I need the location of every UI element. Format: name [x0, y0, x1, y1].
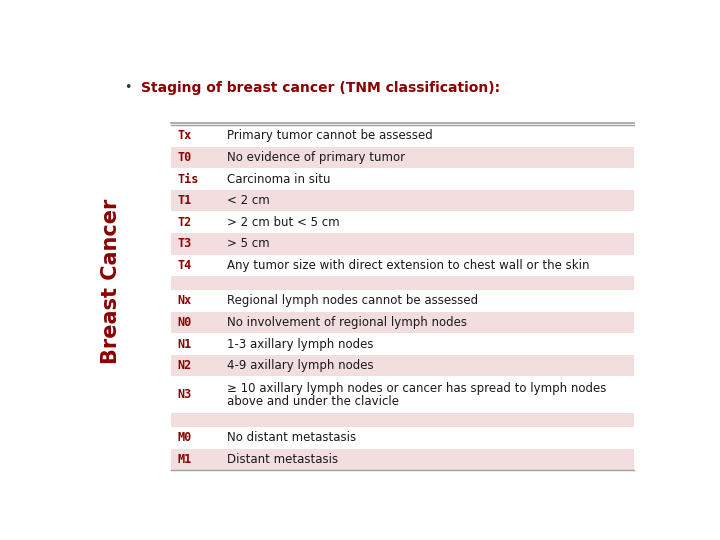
- Bar: [171, 125, 634, 147]
- Text: Regional lymph nodes cannot be assessed: Regional lymph nodes cannot be assessed: [227, 294, 478, 307]
- Bar: [171, 168, 634, 190]
- Text: Staging of breast cancer (TNM classification):: Staging of breast cancer (TNM classifica…: [141, 80, 500, 94]
- Text: > 5 cm: > 5 cm: [227, 237, 269, 250]
- Bar: [171, 449, 634, 470]
- Text: Nx: Nx: [178, 294, 192, 307]
- Text: N3: N3: [178, 388, 192, 401]
- Bar: [171, 312, 634, 333]
- Text: 1-3 axillary lymph nodes: 1-3 axillary lymph nodes: [227, 338, 373, 350]
- Bar: [171, 290, 634, 312]
- Text: No involvement of regional lymph nodes: No involvement of regional lymph nodes: [227, 316, 467, 329]
- Text: T3: T3: [178, 237, 192, 250]
- Text: Tx: Tx: [178, 130, 192, 143]
- Text: T0: T0: [178, 151, 192, 164]
- Text: N2: N2: [178, 359, 192, 372]
- Text: Tis: Tis: [178, 172, 199, 186]
- Text: Carcinoma in situ: Carcinoma in situ: [227, 172, 330, 186]
- Text: Any tumor size with direct extension to chest wall or the skin: Any tumor size with direct extension to …: [227, 259, 589, 272]
- Bar: [171, 254, 634, 276]
- Text: Distant metastasis: Distant metastasis: [227, 453, 338, 466]
- Text: No distant metastasis: No distant metastasis: [227, 431, 356, 444]
- Bar: [171, 427, 634, 449]
- Bar: [171, 355, 634, 376]
- Text: T2: T2: [178, 215, 192, 228]
- Text: M1: M1: [178, 453, 192, 466]
- Bar: [171, 376, 634, 413]
- Bar: [171, 190, 634, 211]
- Bar: [171, 233, 634, 254]
- Text: No evidence of primary tumor: No evidence of primary tumor: [227, 151, 405, 164]
- Bar: [171, 413, 634, 427]
- Text: T1: T1: [178, 194, 192, 207]
- Text: Primary tumor cannot be assessed: Primary tumor cannot be assessed: [227, 130, 433, 143]
- Text: > 2 cm but < 5 cm: > 2 cm but < 5 cm: [227, 215, 339, 228]
- Bar: [171, 276, 634, 290]
- Text: Breast Cancer: Breast Cancer: [102, 198, 121, 364]
- Text: M0: M0: [178, 431, 192, 444]
- Text: < 2 cm: < 2 cm: [227, 194, 269, 207]
- Bar: [171, 211, 634, 233]
- Text: N0: N0: [178, 316, 192, 329]
- Bar: [171, 333, 634, 355]
- Bar: [171, 147, 634, 168]
- Text: 4-9 axillary lymph nodes: 4-9 axillary lymph nodes: [227, 359, 374, 372]
- Text: •: •: [125, 81, 132, 94]
- Text: above and under the clavicle: above and under the clavicle: [227, 395, 399, 408]
- Text: N1: N1: [178, 338, 192, 350]
- Text: T4: T4: [178, 259, 192, 272]
- Text: ≥ 10 axillary lymph nodes or cancer has spread to lymph nodes: ≥ 10 axillary lymph nodes or cancer has …: [227, 382, 606, 395]
